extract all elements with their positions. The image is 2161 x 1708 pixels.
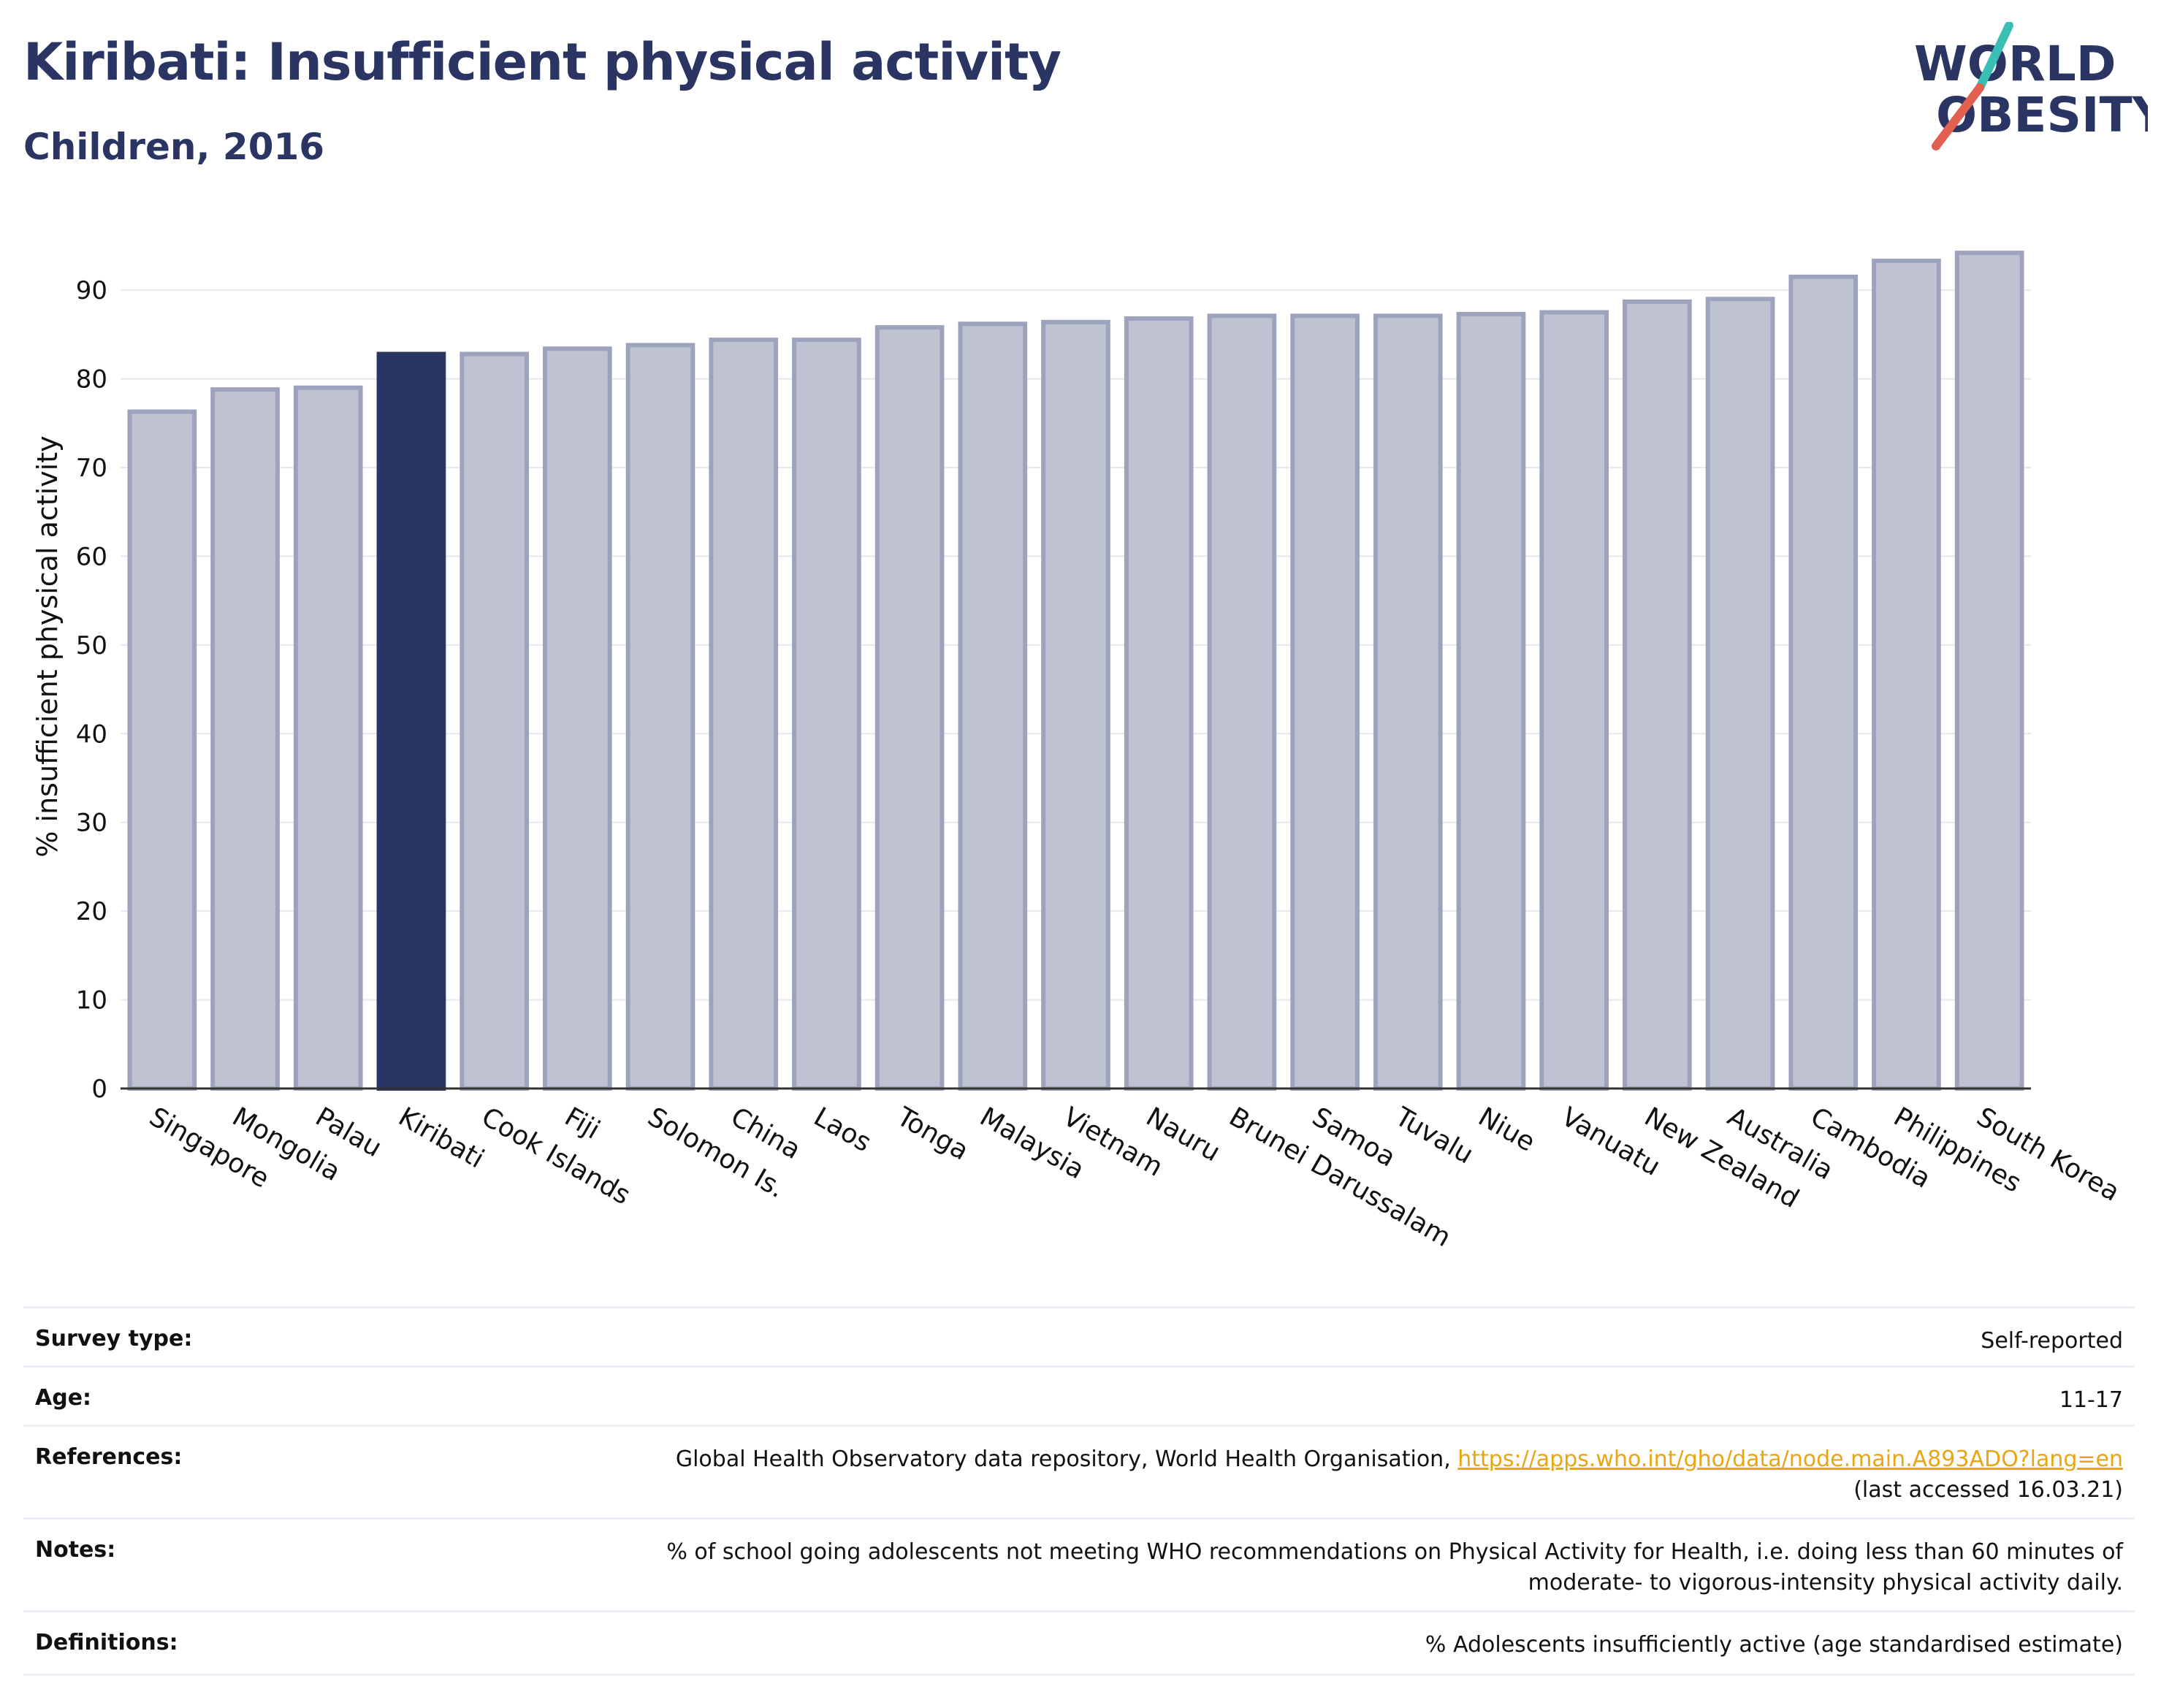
x-tick-label: Laos <box>809 1102 876 1158</box>
y-tick-label: 80 <box>76 365 107 394</box>
bar-tuvalu <box>1373 313 1443 1091</box>
y-tick-label: 20 <box>76 897 107 926</box>
y-tick-label: 10 <box>76 986 107 1015</box>
age-label: Age: <box>35 1385 92 1411</box>
y-tick-label: 30 <box>76 809 107 838</box>
bar-philippines <box>1872 259 1941 1091</box>
logo-red-stroke <box>1932 83 1984 150</box>
bar-cambodia <box>1788 274 1859 1091</box>
bar-kiribati <box>376 351 446 1091</box>
metadata-table: Survey type: Self-reported Age: 11-17 Re… <box>23 1306 2135 1676</box>
bar-mongolia <box>210 387 280 1091</box>
bar-solomon-is- <box>625 343 695 1091</box>
chart-subtitle: Children, 2016 <box>23 126 325 168</box>
bar-niue <box>1456 311 1526 1091</box>
notes-value: % of school going adolescents not meetin… <box>666 1537 2123 1598</box>
bar-malaysia <box>958 321 1028 1091</box>
bar-chart: 0 10 20 30 40 50 60 70 80 90 SingaporeMongoliaPal… <box>31 251 2124 1253</box>
x-tick-label: Cook Islands <box>476 1102 635 1211</box>
bar-south-korea <box>1954 251 2024 1091</box>
definitions-label: Definitions: <box>35 1630 178 1655</box>
survey-type-value: Self-reported <box>1981 1328 2123 1354</box>
y-tick-label: 50 <box>76 631 107 660</box>
meta-row-definitions: Definitions: % Adolescents insufficientl… <box>23 1610 2135 1676</box>
references-accessed: (last accessed 16.03.21) <box>1853 1477 2123 1503</box>
chart-title: Kiribati: Insufficient physical activity <box>23 32 1062 92</box>
x-tick-label: Niue <box>1473 1102 1539 1157</box>
x-tick-label: Kiribati <box>393 1102 489 1174</box>
bar-australia <box>1705 297 1775 1091</box>
x-tick-label: Fiji <box>560 1102 605 1145</box>
x-tick-label: Tuvalu <box>1390 1102 1478 1170</box>
world-obesity-logo: WORLD OBESITY <box>1914 22 2148 150</box>
references-link[interactable]: https://apps.who.int/gho/data/node.main.… <box>1457 1446 2123 1472</box>
bar-samoa <box>1290 313 1360 1091</box>
bar-vietnam <box>1041 319 1110 1091</box>
bar-new-zealand <box>1623 299 1692 1091</box>
bar-brunei-darussalam <box>1207 313 1277 1091</box>
y-axis-label: % insufficient physical activity <box>31 435 64 857</box>
y-tick-label: 0 <box>91 1075 107 1104</box>
definitions-value: % Adolescents insufficiently active (age… <box>1425 1632 2123 1658</box>
x-tick-label: Tonga <box>891 1102 974 1167</box>
meta-row-age: Age: 11-17 <box>23 1365 2135 1425</box>
y-tick-label: 60 <box>76 542 107 571</box>
logo-teal-stroke <box>1975 22 2013 92</box>
bar-palau <box>293 385 363 1091</box>
bar-vanuatu <box>1539 310 1609 1091</box>
notes-label: Notes: <box>35 1537 116 1563</box>
y-tick-label: 40 <box>76 720 107 749</box>
references-text: Global Health Observatory data repositor… <box>675 1446 1458 1472</box>
bar-cook-islands <box>460 351 529 1091</box>
bar-tonga <box>874 325 945 1091</box>
logo-line-world: WORLD <box>1914 36 2116 92</box>
bar-laos <box>792 338 861 1091</box>
meta-row-survey: Survey type: Self-reported <box>23 1306 2135 1365</box>
survey-type-label: Survey type: <box>35 1326 193 1351</box>
bar-fiji <box>542 346 612 1091</box>
bar-nauru <box>1124 316 1194 1091</box>
y-tick-label: 70 <box>76 454 107 483</box>
bar-china <box>709 338 779 1091</box>
y-tick-label: 90 <box>76 276 107 305</box>
meta-row-references: References: Global Health Observatory da… <box>23 1425 2135 1517</box>
y-tick-labels: 0 10 20 30 40 50 60 70 80 90 <box>76 276 107 1104</box>
bar-singapore <box>127 409 197 1091</box>
notes-line-1: % of school going adolescents not meetin… <box>666 1539 2123 1565</box>
age-value: 11-17 <box>2059 1387 2123 1413</box>
meta-row-notes: Notes: % of school going adolescents not… <box>23 1517 2135 1610</box>
references-value: Global Health Observatory data repositor… <box>676 1444 2123 1506</box>
notes-line-2: moderate- to vigorous-intensity physical… <box>1528 1570 2123 1595</box>
bars <box>121 251 2031 1091</box>
references-label: References: <box>35 1444 183 1470</box>
